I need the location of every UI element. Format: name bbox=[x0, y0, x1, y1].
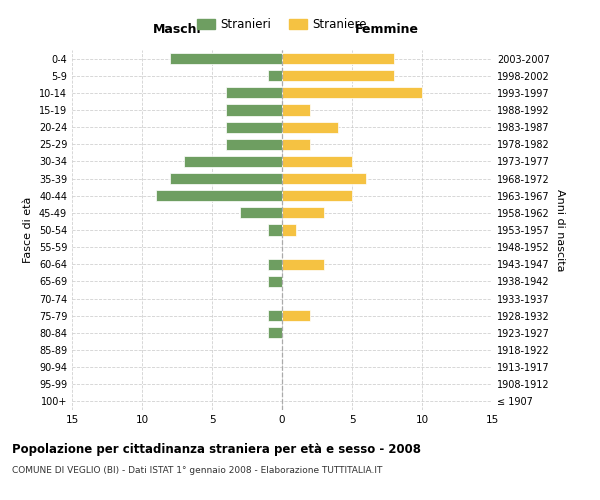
Bar bbox=[282, 70, 394, 82]
Bar bbox=[282, 310, 310, 322]
Text: Femmine: Femmine bbox=[355, 24, 419, 36]
Bar bbox=[282, 208, 324, 218]
Bar bbox=[268, 276, 282, 287]
Bar bbox=[170, 173, 282, 184]
Bar bbox=[282, 138, 310, 150]
Bar bbox=[226, 138, 282, 150]
Bar bbox=[282, 173, 366, 184]
Bar bbox=[268, 70, 282, 82]
Bar bbox=[282, 224, 296, 235]
Bar bbox=[282, 190, 352, 202]
Text: COMUNE DI VEGLIO (BI) - Dati ISTAT 1° gennaio 2008 - Elaborazione TUTTITALIA.IT: COMUNE DI VEGLIO (BI) - Dati ISTAT 1° ge… bbox=[12, 466, 382, 475]
Y-axis label: Fasce di età: Fasce di età bbox=[23, 197, 33, 263]
Bar bbox=[282, 122, 338, 132]
Bar bbox=[226, 104, 282, 116]
Bar bbox=[226, 88, 282, 99]
Bar bbox=[268, 224, 282, 235]
Bar bbox=[170, 53, 282, 64]
Text: Popolazione per cittadinanza straniera per età e sesso - 2008: Popolazione per cittadinanza straniera p… bbox=[12, 442, 421, 456]
Bar bbox=[268, 328, 282, 338]
Bar bbox=[156, 190, 282, 202]
Text: Maschi: Maschi bbox=[152, 24, 202, 36]
Y-axis label: Anni di nascita: Anni di nascita bbox=[555, 188, 565, 271]
Bar bbox=[184, 156, 282, 167]
Bar bbox=[240, 208, 282, 218]
Bar bbox=[268, 258, 282, 270]
Bar bbox=[282, 104, 310, 116]
Bar bbox=[282, 258, 324, 270]
Bar bbox=[282, 88, 422, 99]
Bar bbox=[282, 53, 394, 64]
Bar bbox=[226, 122, 282, 132]
Bar bbox=[268, 310, 282, 322]
Legend: Stranieri, Straniere: Stranieri, Straniere bbox=[192, 14, 372, 36]
Bar bbox=[282, 156, 352, 167]
